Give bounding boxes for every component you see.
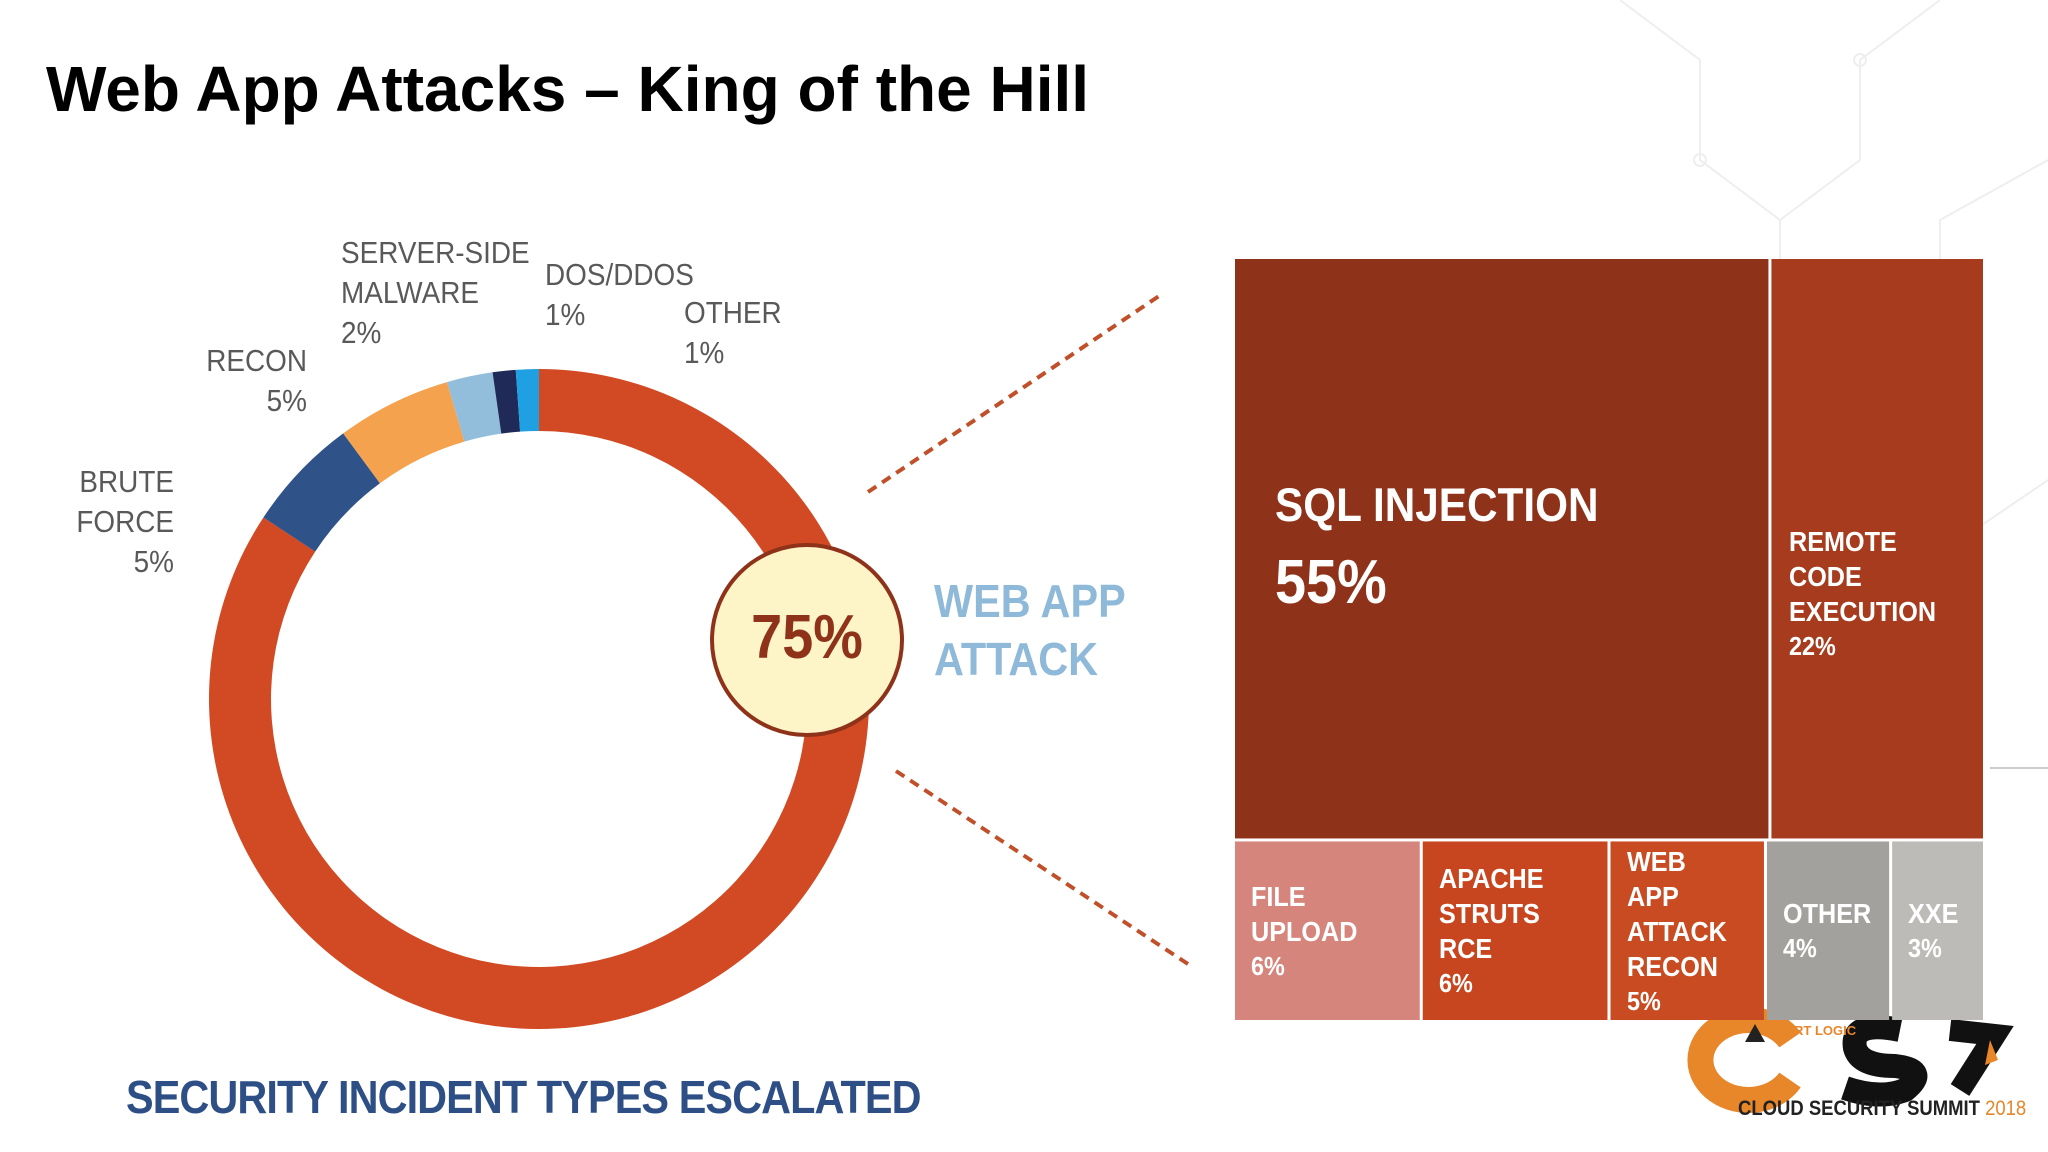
cell-label: FILE UPLOAD — [1251, 880, 1358, 947]
cell-value: 4% — [1782, 933, 1817, 964]
cell-label-group: OTHER 4% — [1767, 841, 1889, 1020]
cell-value: 3% — [1908, 933, 1942, 964]
treemap-cell — [1422, 841, 1608, 1020]
segment-label-group: BRUTE FORCE 5% — [57, 462, 174, 582]
chart-subtitle: SECURITY INCIDENT TYPES ESCALATED — [126, 1071, 921, 1123]
segment-label: BRUTE FORCE — [76, 464, 174, 539]
cell-label-group: REMOTE CODE EXECUTION 22% — [1771, 259, 1983, 838]
segment-label: OTHER — [684, 295, 782, 330]
donut-segment — [492, 369, 521, 434]
slide-title: Web App Attacks – King of the Hill — [46, 53, 1090, 125]
event-year: 2018 — [1985, 1097, 2027, 1120]
segment-label-group: OTHER 1% — [684, 293, 864, 373]
segment-value: 1% — [684, 335, 725, 370]
cell-label: APACHE STRUTS RCE — [1438, 863, 1544, 965]
cell-label-group: SQL INJECTION 55% — [1235, 259, 1768, 838]
segment-label: SERVER-SIDE MALWARE — [341, 235, 530, 310]
treemap-cell — [1610, 841, 1764, 1020]
treemap-cell — [1766, 841, 1890, 1020]
event: CLOUD SECURITY SUMMIT — [1738, 1097, 1980, 1120]
cell-label: XXE — [1908, 898, 1959, 930]
cell-label-group: APACHE STRUTS RCE 6% — [1423, 841, 1608, 1020]
event-name: CLOUD SECURITY SUMMIT 2018 — [1738, 1097, 2026, 1121]
segment-label: RECON — [206, 343, 307, 378]
cell-label: REMOTE CODE EXECUTION — [1789, 526, 1937, 628]
treemap-cell — [1892, 841, 1983, 1020]
segment-label: WEB APP ATTACK — [934, 575, 1125, 685]
zoom-line — [866, 292, 1164, 494]
segment-value: 5% — [133, 544, 174, 579]
segment-label-group: RECON 5% — [127, 341, 307, 421]
treemap-cell — [1235, 841, 1420, 1020]
segment-value: 2% — [341, 315, 382, 350]
cell-value: 6% — [1438, 968, 1473, 999]
treemap-cell — [1235, 259, 1769, 839]
donut-segment — [263, 433, 380, 552]
cell-label-group: WEB APP ATTACK RECON 5% — [1611, 841, 1764, 1020]
cell-label-group: FILE UPLOAD 6% — [1235, 841, 1420, 1020]
cell-label: WEB APP ATTACK RECON — [1626, 845, 1727, 982]
cell-value: 6% — [1251, 950, 1285, 981]
donut-segment — [515, 369, 539, 432]
cell-label: SQL INJECTION — [1275, 477, 1599, 531]
segment-value: 1% — [545, 297, 586, 332]
donut-segment — [343, 382, 465, 484]
segment-label-group: DOS/DDOS 1% — [545, 255, 725, 335]
cell-label-group: XXE 3% — [1892, 841, 1983, 1020]
donut-segment — [447, 372, 502, 442]
segment-value: 5% — [266, 383, 307, 418]
badge-value: 75% — [751, 603, 863, 672]
cell-value: 55% — [1275, 547, 1387, 617]
segment-label: DOS/DDOS — [545, 257, 694, 292]
cell-value: 5% — [1626, 985, 1661, 1016]
logo — [1687, 1007, 2014, 1113]
zoom-line — [894, 769, 1193, 968]
value-badge — [710, 543, 904, 737]
brand: ALERT LOGIC — [1768, 1023, 1857, 1038]
segment-label-group: SERVER-SIDE MALWARE 2% — [341, 233, 530, 353]
cell-label: OTHER — [1782, 898, 1872, 930]
cell-value: 22% — [1789, 631, 1837, 662]
treemap-cell — [1771, 259, 1983, 839]
